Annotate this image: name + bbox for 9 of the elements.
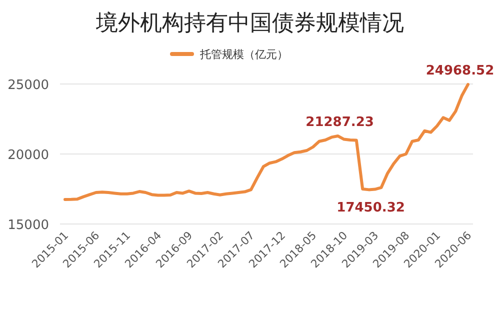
chart-title: 境外机构持有中国债券规模情况 xyxy=(95,11,404,36)
text: 24968.52 xyxy=(426,63,494,78)
y-tick-label: 25000 xyxy=(8,78,49,93)
y-tick-label: 20000 xyxy=(8,148,49,163)
legend-label: 托管规模（亿元） xyxy=(199,48,288,61)
y-tick-label: 15000 xyxy=(8,218,49,233)
text: 17450.32 xyxy=(336,200,405,216)
line-series xyxy=(64,82,470,201)
text: 21287.23 xyxy=(306,114,374,130)
